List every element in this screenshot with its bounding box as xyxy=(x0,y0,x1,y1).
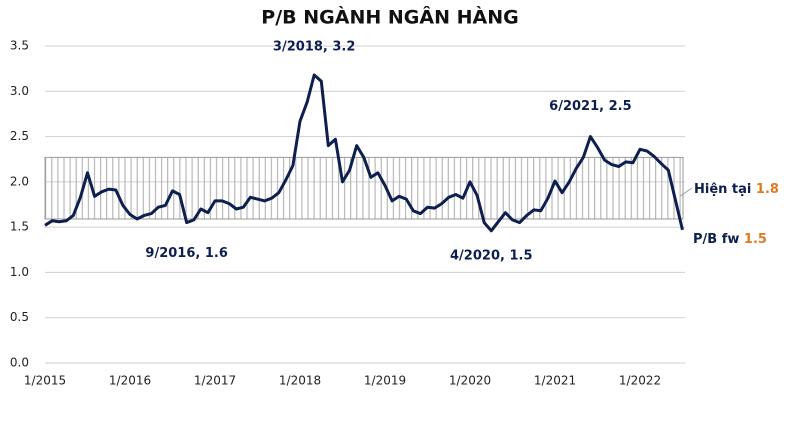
y-tick-label: 0.5 xyxy=(10,310,29,324)
x-tick-label: 1/2015 xyxy=(24,374,66,388)
annotation: 6/2021, 2.5 xyxy=(549,99,631,114)
x-tick-label: 1/2021 xyxy=(534,374,576,388)
data-line xyxy=(44,73,684,233)
leader-line xyxy=(680,187,693,197)
y-tick-label: 1.0 xyxy=(10,265,29,279)
y-tick-label: 2.5 xyxy=(10,129,29,143)
x-tick-label: 1/2018 xyxy=(279,374,321,388)
annotation: 9/2016, 1.6 xyxy=(145,246,227,261)
forward-value: 1.5 xyxy=(744,232,767,247)
annotation: 3/2018, 3.2 xyxy=(273,39,355,54)
x-tick-label: 1/2022 xyxy=(619,374,661,388)
y-tick-label: 3.5 xyxy=(10,39,29,53)
x-tick-label: 1/2020 xyxy=(449,374,491,388)
x-tick-label: 1/2016 xyxy=(109,374,151,388)
forward-text: P/B fw xyxy=(693,232,739,247)
chart-title: P/B NGÀNH NGÂN HÀNG xyxy=(261,6,518,29)
current-value: 1.8 xyxy=(756,182,779,197)
forward-label: P/B fw 1.5 xyxy=(693,232,767,247)
current-label: Hiện tại 1.8 xyxy=(694,182,779,197)
y-tick-label: 0.0 xyxy=(10,356,29,370)
current-text: Hiện tại xyxy=(694,182,751,197)
y-tick-label: 3.0 xyxy=(10,84,29,98)
x-tick-label: 1/2019 xyxy=(364,374,406,388)
y-tick-label: 1.5 xyxy=(10,220,29,234)
range-band xyxy=(44,156,684,220)
annotation: 4/2020, 1.5 xyxy=(450,248,532,263)
x-tick-label: 1/2017 xyxy=(194,374,236,388)
y-tick-label: 2.0 xyxy=(10,174,29,188)
